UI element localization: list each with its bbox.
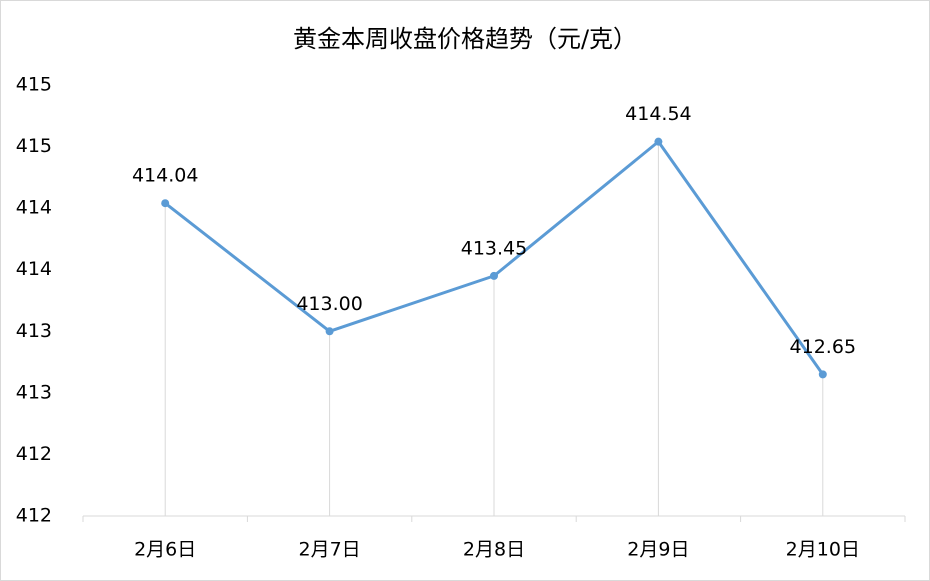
y-tick-label: 412 <box>16 443 52 465</box>
chart-title: 黄金本周收盘价格趋势（元/克） <box>293 25 637 53</box>
y-tick-label: 414 <box>16 258 52 280</box>
x-tick-label: 2月10日 <box>786 539 860 561</box>
data-label: 413.45 <box>461 237 527 259</box>
data-label: 414.04 <box>132 165 198 187</box>
y-tick-label: 413 <box>16 381 52 403</box>
x-tick-label: 2月9日 <box>627 539 689 561</box>
data-point <box>818 370 827 379</box>
data-point <box>161 199 170 208</box>
y-tick-label: 415 <box>16 135 52 157</box>
y-tick-label: 413 <box>16 320 52 342</box>
data-label: 412.65 <box>790 336 856 358</box>
data-point <box>490 271 498 280</box>
data-label: 414.54 <box>625 103 691 125</box>
x-tick-label: 2月7日 <box>299 539 361 561</box>
x-tick-label: 2月8日 <box>463 539 525 561</box>
data-point <box>654 137 663 146</box>
y-tick-label: 412 <box>16 505 52 527</box>
y-tick-label: 414 <box>16 197 52 219</box>
data-point <box>325 327 334 336</box>
y-tick-label: 415 <box>16 74 52 96</box>
data-label: 413.00 <box>296 293 362 315</box>
x-tick-label: 2月6日 <box>134 539 196 561</box>
